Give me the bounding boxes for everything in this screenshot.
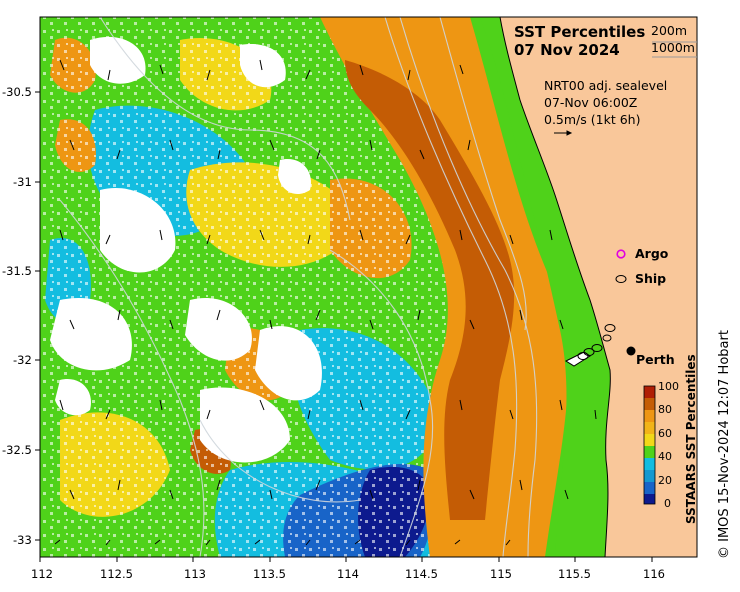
ship-markers [577,324,616,360]
current-vectors [54,59,597,546]
map-date: 07 Nov 2024 [514,41,620,59]
x-axis-ticks [39,557,653,562]
bathymetry-contours [59,17,538,557]
credit-text: © IMOS 15-Nov-2024 12:07 Hobart [717,330,732,559]
y-axis-ticks [35,91,40,541]
colorbar-tick: 60 [658,427,672,440]
x-tick-label: 115 [490,567,512,581]
nearshore-green [480,17,605,557]
y-tick-label: -32.5 [2,443,32,457]
currents-source: NRT00 adj. sealevel [544,78,668,93]
currents-time: 07-Nov 06:00Z [544,95,638,110]
x-tick-label: 115.5 [558,567,591,581]
x-tick-label: 112 [31,567,53,581]
colorbar-label: SSTAARS SST Percentiles [684,354,698,524]
perth-marker [626,346,636,356]
warm-band-dark [345,60,515,520]
y-tick-label: -32 [13,353,32,367]
plot-frame [39,16,698,558]
y-tick-label: -33 [13,533,32,547]
y-tick-label: -31.5 [2,264,32,278]
y-tick-label: -31 [13,175,32,189]
colorbar-tick: 100 [658,380,679,393]
colorbar-tick: 0 [664,497,671,510]
colorbar-tick: 40 [658,450,672,463]
coastline [499,17,611,557]
x-tick-label: 113.5 [253,567,286,581]
y-tick-label: -30.5 [2,85,32,99]
warm-band-orange [320,17,569,557]
legend-1000m-label: 1000m [651,40,695,55]
colorbar [644,386,655,504]
x-tick-label: 114 [337,567,359,581]
x-tick-label: 112.5 [100,567,133,581]
map-title: SST Percentiles [514,23,646,41]
colorbar-tick: 80 [658,403,672,416]
x-tick-label: 114.5 [405,567,438,581]
colorbar-frame [643,385,656,505]
ship-label: Ship [635,271,667,286]
argo-label: Argo [635,246,669,261]
colorbar-tick: 20 [658,474,672,487]
argo-legend-marker [616,249,626,259]
perth-label: Perth [636,352,675,367]
x-tick-label: 116 [643,567,665,581]
ship-legend-marker [615,275,627,283]
current-scale-arrow [554,130,573,136]
legend-200m-label: 200m [651,23,688,38]
currents-scale: 0.5m/s (1kt 6h) [544,112,641,127]
x-tick-label: 113 [184,567,206,581]
